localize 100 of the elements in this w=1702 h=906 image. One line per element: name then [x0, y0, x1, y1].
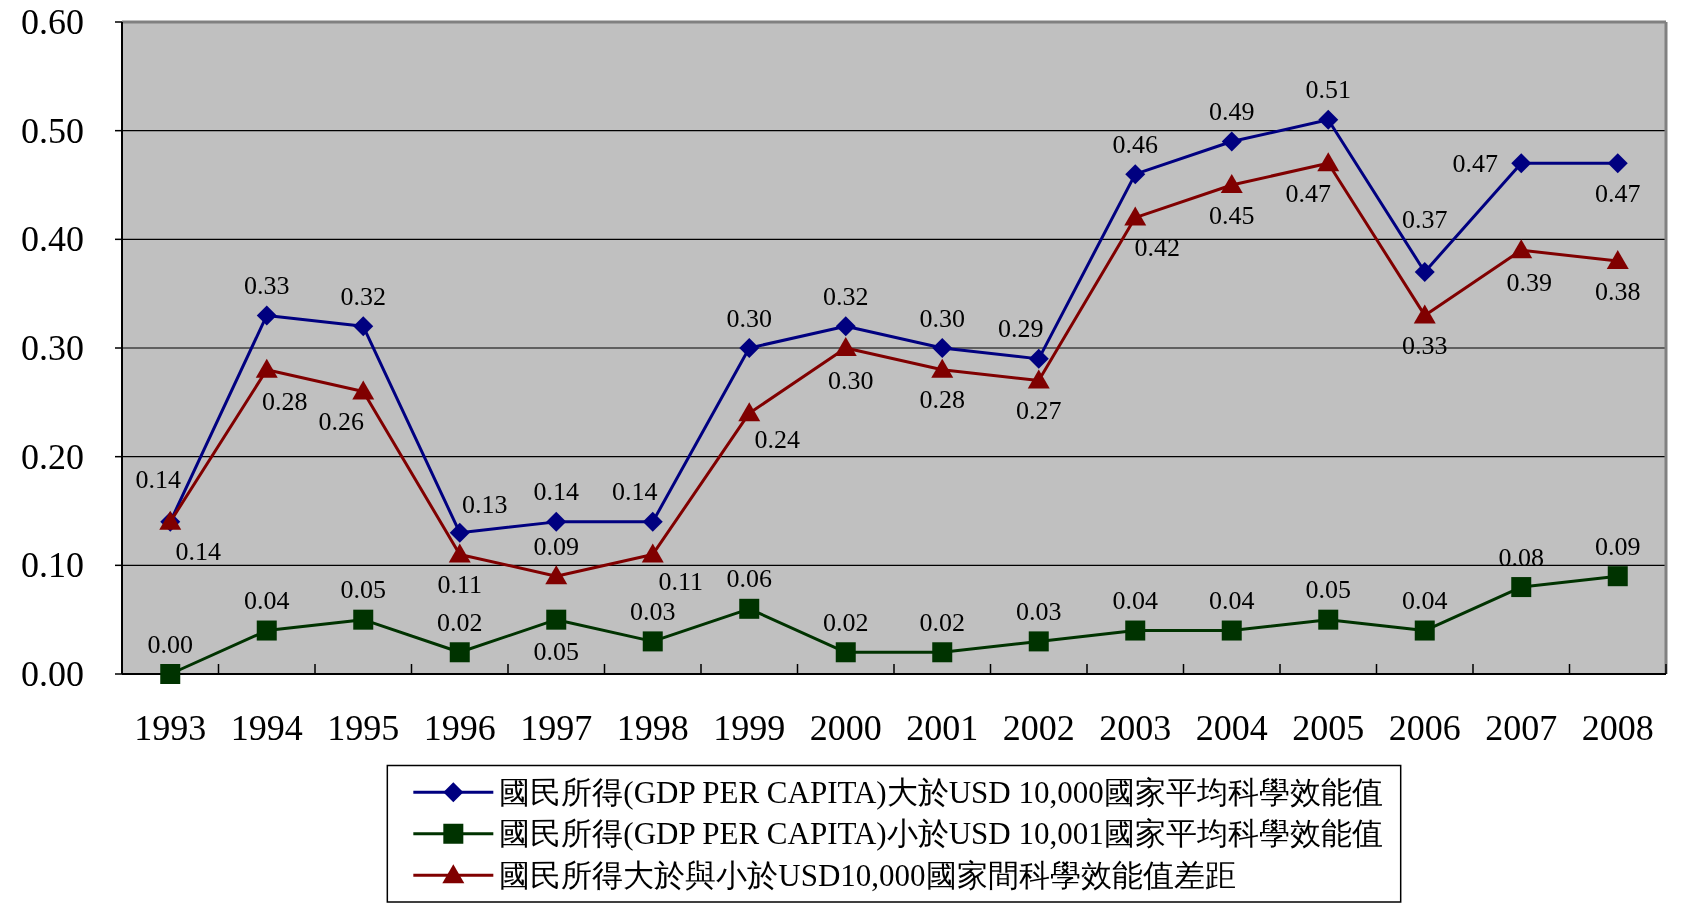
x-tick-label: 2005	[1292, 708, 1365, 748]
legend-label: 國民所得(GDP PER CAPITA)大於USD 10,000國家平均科學效能值	[499, 774, 1383, 810]
data-label: 0.45	[1209, 200, 1255, 230]
point	[255, 358, 278, 378]
data-label: 0.26	[318, 406, 364, 436]
x-tick-label: 2001	[906, 708, 979, 748]
point	[834, 337, 857, 356]
data-label: 0.14	[612, 477, 658, 507]
point	[353, 609, 374, 630]
point	[448, 543, 471, 563]
data-label: 0.06	[726, 564, 772, 594]
data-label: 0.33	[244, 270, 290, 300]
data-label: 0.02	[919, 607, 965, 637]
x-tick-label: 1995	[327, 708, 400, 748]
point	[932, 642, 953, 663]
point	[642, 631, 663, 652]
data-label: 0.46	[1112, 129, 1158, 159]
x-tick-label: 1996	[423, 708, 496, 748]
legend-label: 國民所得(GDP PER CAPITA)小於USD 10,001國家平均科學效能值	[499, 816, 1383, 852]
point	[1606, 250, 1629, 270]
point	[449, 522, 470, 543]
data-label: 0.11	[437, 569, 483, 599]
data-label: 0.30	[726, 303, 772, 333]
point	[1125, 164, 1146, 185]
data-label: 0.49	[1209, 97, 1255, 127]
point	[256, 305, 277, 326]
point	[932, 338, 953, 358]
data-label: 0.32	[823, 281, 869, 311]
point	[931, 358, 954, 378]
point	[545, 565, 568, 585]
data-label: 0.09	[1595, 531, 1641, 561]
x-tick-label: 1994	[230, 708, 303, 748]
data-label: 0.28	[919, 385, 965, 415]
x-tick-label: 2000	[809, 708, 882, 748]
data-label: 0.05	[1305, 575, 1351, 605]
x-tick-label: 2008	[1581, 708, 1654, 748]
point	[1221, 131, 1242, 152]
data-label: 0.04	[1112, 586, 1158, 616]
point	[835, 316, 856, 337]
data-label: 0.51	[1305, 75, 1351, 105]
data-label: 0.03	[1016, 596, 1062, 626]
x-tick-label: 1993	[134, 708, 207, 748]
data-label: 0.00	[147, 629, 193, 659]
point	[1318, 109, 1339, 130]
point	[1511, 577, 1532, 598]
data-label: 0.04	[1209, 586, 1255, 616]
data-label: 0.29	[998, 314, 1044, 344]
data-label: 0.30	[919, 303, 965, 333]
data-label: 0.39	[1506, 267, 1552, 297]
data-label: 0.03	[630, 596, 676, 626]
data-label: 0.27	[1016, 396, 1062, 426]
x-tick-label: 1997	[520, 708, 593, 748]
point	[1510, 239, 1533, 259]
x-tick-label: 2002	[1002, 708, 1075, 748]
point	[642, 511, 663, 532]
data-label: 0.28	[262, 387, 308, 417]
point	[353, 316, 374, 337]
y-tick-label: 0.50	[21, 110, 84, 151]
x-tick-label: 2003	[1099, 708, 1172, 748]
data-label: 0.24	[754, 424, 800, 454]
point	[739, 338, 760, 358]
point	[1027, 369, 1050, 389]
x-tick-label: 2007	[1485, 708, 1558, 748]
point	[160, 664, 181, 684]
y-tick-label: 0.30	[21, 328, 84, 368]
data-label: 0.11	[658, 566, 704, 596]
data-label: 0.47	[1452, 148, 1498, 178]
point	[1028, 631, 1049, 652]
point	[1511, 153, 1532, 174]
legend-label: 國民所得大於與小於USD10,000國家間科學效能值差距	[499, 857, 1236, 893]
data-label: 0.38	[1595, 276, 1641, 306]
point	[1318, 609, 1339, 630]
y-tick-label: 0.20	[21, 436, 84, 477]
point	[1414, 620, 1435, 641]
point	[352, 380, 375, 400]
data-label: 0.13	[462, 490, 508, 520]
point	[641, 543, 664, 563]
point	[256, 620, 277, 641]
y-tick-label: 0.40	[21, 219, 84, 260]
data-label: 0.37	[1402, 205, 1448, 235]
data-label: 0.09	[533, 531, 579, 561]
data-label: 0.05	[340, 575, 386, 605]
x-tick-label: 2004	[1195, 708, 1268, 748]
y-tick-label: 0.10	[21, 545, 84, 586]
data-label: 0.05	[533, 637, 579, 667]
data-label: 0.30	[828, 365, 874, 395]
x-tick-label: 2006	[1388, 708, 1461, 748]
point	[1125, 620, 1146, 641]
data-label: 0.04	[1402, 586, 1448, 616]
y-tick-label: 0.60	[21, 2, 84, 42]
point	[1221, 620, 1242, 641]
point	[1317, 152, 1340, 172]
point	[1414, 261, 1435, 282]
point	[1413, 304, 1436, 324]
point	[449, 642, 470, 663]
y-tick-label: 0.00	[21, 654, 84, 694]
x-tick-label: 1999	[713, 708, 786, 748]
point	[738, 402, 761, 422]
data-label: 0.02	[823, 607, 869, 637]
data-label: 0.14	[175, 537, 221, 567]
